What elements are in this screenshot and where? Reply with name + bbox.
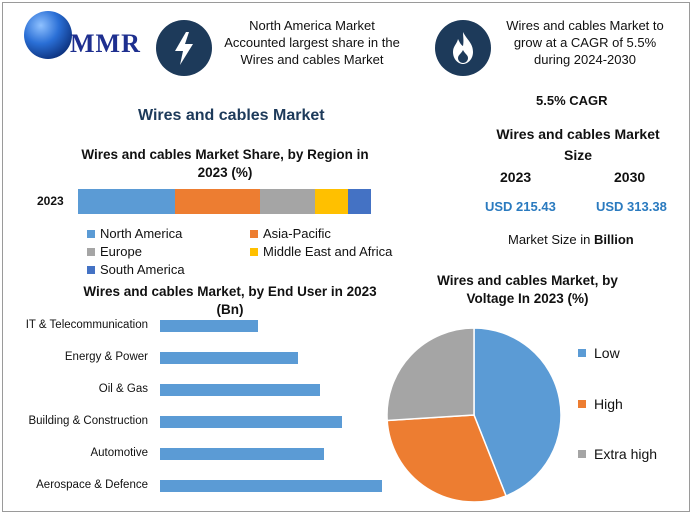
end-user-category-label: IT & Telecommunication xyxy=(25,319,148,331)
cagr-label: 5.5% CAGR xyxy=(536,93,608,108)
legend-label: Europe xyxy=(100,244,142,259)
legend-swatch xyxy=(250,229,258,238)
market-size-title-line2: Size xyxy=(563,147,592,163)
end-user-category-label: Aerospace & Defence xyxy=(36,479,148,491)
header-box1-text: North America Market Accounted largest s… xyxy=(214,17,410,68)
legend-label: South America xyxy=(100,262,185,277)
lightning-icon xyxy=(156,20,212,76)
region-legend-item: South America xyxy=(87,262,185,277)
region-bar-segment-middle-east-and-africa xyxy=(315,189,348,214)
end-user-bar xyxy=(160,352,298,364)
legend-swatch xyxy=(87,265,95,274)
globe-logo-icon xyxy=(24,11,72,59)
region-legend-item: Asia-Pacific xyxy=(250,226,331,241)
region-stacked-bar xyxy=(78,189,371,214)
end-user-category-label: Oil & Gas xyxy=(98,383,148,395)
header-box1-line3: Wires and cables Market xyxy=(240,52,384,67)
unit-bold: Billion xyxy=(594,232,634,247)
legend-swatch xyxy=(578,400,586,409)
legend-label: Middle East and Africa xyxy=(263,244,393,259)
legend-swatch xyxy=(578,450,586,459)
end-user-category-label: Energy & Power xyxy=(64,351,148,363)
legend-label: Extra high xyxy=(594,446,658,462)
voltage-pie-chart xyxy=(386,327,562,503)
region-legend-item: Middle East and Africa xyxy=(250,244,392,259)
pie-slice-extra-high xyxy=(386,327,475,422)
logo-text: MMR xyxy=(70,29,141,58)
end-user-bar xyxy=(160,480,382,492)
pie-slice-high xyxy=(386,414,508,503)
region-bar-segment-south-america xyxy=(347,189,371,214)
header-box2-text: Wires and cables Market to grow at a CAG… xyxy=(500,17,670,68)
unit-prefix: Market Size in xyxy=(508,232,591,247)
region-bar-segment-europe xyxy=(259,189,316,214)
region-year-label: 2023 xyxy=(37,194,64,208)
voltage-legend-item: High xyxy=(578,396,623,412)
header-box1-line1: North America Market xyxy=(249,18,375,33)
end-user-category-label: Automotive xyxy=(90,447,148,459)
value-2023: USD 215.43 xyxy=(485,199,556,214)
voltage-chart-title: Wires and cables Market, by Voltage In 2… xyxy=(437,273,618,306)
region-legend-item: Europe xyxy=(87,244,142,259)
header-box1-line2: Accounted largest share in the xyxy=(224,35,400,50)
infographic-frame xyxy=(2,2,690,512)
market-size-unit: Market Size in Billion xyxy=(508,232,634,247)
pie-slice-low xyxy=(473,327,562,497)
legend-label: Low xyxy=(594,345,620,361)
end-user-category-label: Building & Construction xyxy=(28,415,148,427)
legend-swatch xyxy=(578,349,586,358)
voltage-legend-item: Low xyxy=(578,345,620,361)
header-box2-line3: during 2024-2030 xyxy=(534,52,636,67)
voltage-legend-item: Extra high xyxy=(578,446,657,462)
legend-label: High xyxy=(594,396,623,412)
legend-swatch xyxy=(87,229,95,238)
legend-swatch xyxy=(250,247,258,256)
region-legend-item: North America xyxy=(87,226,182,241)
flame-icon xyxy=(435,20,491,76)
legend-swatch xyxy=(87,247,95,256)
header-box2-line1: Wires and cables Market to xyxy=(506,18,664,33)
region-chart-title: Wires and cables Market Share, by Region… xyxy=(81,147,369,180)
region-bar-segment-asia-pacific xyxy=(174,189,260,214)
year-2030-label: 2030 xyxy=(614,169,646,185)
value-2030: USD 313.38 xyxy=(596,199,667,214)
end-user-bar xyxy=(160,320,258,332)
legend-label: North America xyxy=(100,226,183,241)
end-user-bar xyxy=(160,416,343,428)
header-box2-line2: grow at a CAGR of 5.5% xyxy=(513,35,657,50)
market-size-title: Wires and cables Market Size xyxy=(478,124,678,166)
legend-label: Asia-Pacific xyxy=(263,226,331,241)
end-user-bar xyxy=(160,384,320,396)
end-user-bar xyxy=(160,448,325,460)
section-title: Wires and cables Market xyxy=(138,107,325,124)
end-user-chart-title: Wires and cables Market, by End User in … xyxy=(83,284,377,317)
region-bar-segment-north-america xyxy=(78,189,175,214)
year-2023-label: 2023 xyxy=(500,169,532,185)
market-size-title-line1: Wires and cables Market xyxy=(496,126,660,142)
